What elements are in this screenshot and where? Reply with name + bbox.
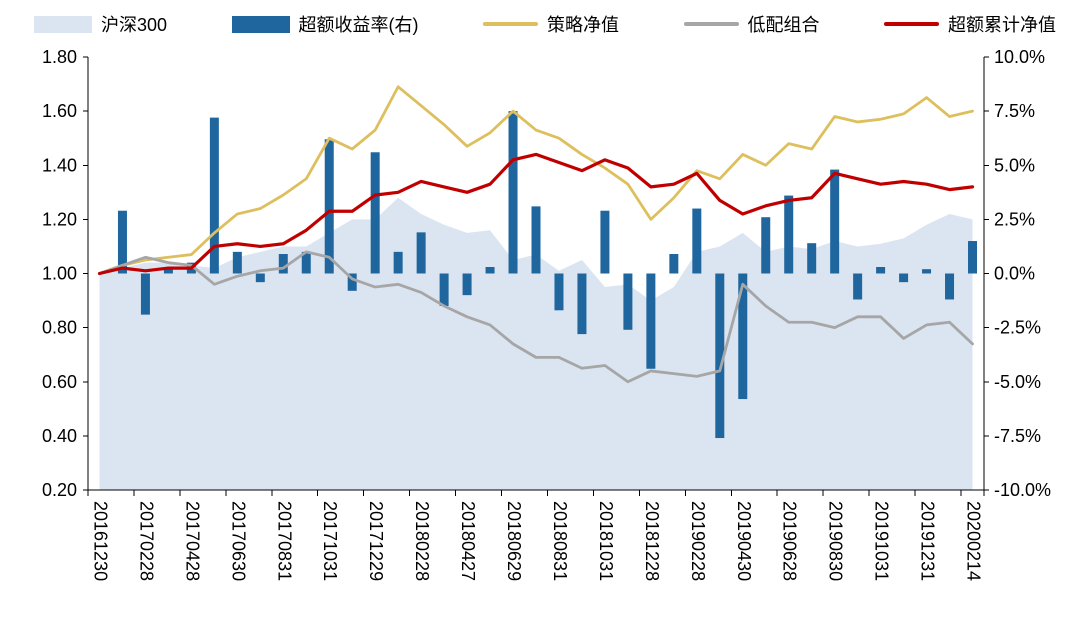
x-axis-tick-label: 20170831 xyxy=(274,501,294,581)
bar xyxy=(301,251,311,274)
x-axis-tick-label: 20180228 xyxy=(412,501,432,581)
bar xyxy=(163,267,173,274)
right-axis-tick-label: -2.5% xyxy=(994,318,1041,338)
bar xyxy=(117,210,127,274)
bar xyxy=(209,117,219,274)
legend-label: 策略净值 xyxy=(547,15,620,35)
bar xyxy=(600,210,610,274)
x-axis-tick-label: 20190430 xyxy=(734,501,754,581)
line-series-excess-cum-nav xyxy=(97,152,975,276)
bar xyxy=(324,139,334,274)
bar xyxy=(945,273,955,300)
bar xyxy=(853,273,863,300)
bar xyxy=(439,273,449,306)
x-axis-tick-label: 20200214 xyxy=(964,501,984,581)
left-axis-tick-label: 0.60 xyxy=(42,372,77,392)
left-axis-tick-label: 1.20 xyxy=(42,209,77,229)
bar xyxy=(623,273,633,330)
bar xyxy=(807,243,817,274)
x-axis-tick-label: 20170428 xyxy=(182,501,202,581)
left-axis-tick-label: 0.40 xyxy=(42,426,77,446)
bar xyxy=(485,267,495,274)
left-axis-tick-label: 1.60 xyxy=(42,101,77,121)
left-axis-tick-label: 1.80 xyxy=(42,47,77,67)
x-axis-tick-label: 20170228 xyxy=(136,501,156,581)
bar xyxy=(715,273,725,439)
bar xyxy=(738,273,748,400)
legend-item-strategy_nav: 策略净值 xyxy=(483,11,619,37)
x-axis-tick-label: 20181031 xyxy=(596,501,616,581)
left-axis-tick-label: 0.80 xyxy=(42,318,77,338)
bar xyxy=(370,152,380,274)
chart-legend: 沪深300 超额收益率(右) 策略净值 低配组合 超额累计净值 xyxy=(34,9,1056,39)
right-axis-tick-label: -7.5% xyxy=(994,426,1041,446)
bar xyxy=(784,195,794,274)
bar xyxy=(968,241,978,274)
legend-item-hs300: 沪深300 xyxy=(34,11,167,37)
x-axis-tick-label: 20181228 xyxy=(642,501,662,581)
right-axis-tick-label: 10.0% xyxy=(994,47,1045,67)
legend-item-excess_cum_nav: 超额累计净值 xyxy=(883,11,1056,37)
legend-swatch-bar xyxy=(231,15,290,33)
bar xyxy=(278,254,288,274)
bar xyxy=(416,232,426,274)
legend-swatch-line xyxy=(483,22,539,26)
right-axis-tick-label: 2.5% xyxy=(994,209,1035,229)
x-axis-tick-label: 20191231 xyxy=(918,501,938,581)
x-axis-tick-label: 20180427 xyxy=(458,501,478,581)
x-axis-tick-label: 20171229 xyxy=(366,501,386,581)
right-axis-tick-label: 0.0% xyxy=(994,264,1035,284)
right-axis-tick-label: -5.0% xyxy=(994,372,1041,392)
legend-label: 超额收益率(右) xyxy=(298,15,419,35)
x-axis-tick-label: 20161230 xyxy=(90,501,110,581)
legend-swatch-line xyxy=(883,22,939,26)
right-axis-tick-label: 5.0% xyxy=(994,155,1035,175)
bar xyxy=(577,273,587,335)
x-axis-tick-label: 20191031 xyxy=(872,501,892,581)
bar-series-excess-return xyxy=(117,111,978,439)
bar xyxy=(462,273,472,296)
x-axis-tick-label: 20170630 xyxy=(228,501,248,581)
legend-label: 沪深300 xyxy=(101,15,168,35)
legend-swatch-area xyxy=(34,15,92,33)
bar xyxy=(876,267,886,274)
legend-swatch-line xyxy=(683,22,739,26)
bar xyxy=(646,273,656,369)
legend-label: 低配组合 xyxy=(747,15,820,35)
left-axis-tick-label: 0.20 xyxy=(42,480,77,500)
bar xyxy=(830,169,840,274)
x-axis-tick-label: 20190830 xyxy=(826,501,846,581)
x-axis-tick-label: 20190628 xyxy=(780,501,800,581)
legend-label: 超额累计净值 xyxy=(947,15,1056,35)
bar xyxy=(508,111,518,274)
bar xyxy=(140,273,150,315)
x-axis-tick-label: 20180629 xyxy=(504,501,524,581)
bar xyxy=(531,206,541,274)
bar xyxy=(899,273,909,283)
legend-item-underweight_portfolio: 低配组合 xyxy=(683,11,820,37)
bar xyxy=(922,269,932,274)
bar xyxy=(255,273,265,283)
legend-item-excess_return: 超额收益率(右) xyxy=(231,11,419,37)
axes xyxy=(83,56,989,496)
right-axis-tick-label: 7.5% xyxy=(994,101,1035,121)
bar xyxy=(692,208,702,274)
bar xyxy=(761,217,771,274)
line-series-underweight-portfolio xyxy=(98,250,974,384)
x-axis-tick-label: 20171031 xyxy=(320,501,340,581)
line-series-strategy-nav xyxy=(98,85,974,275)
bar xyxy=(393,251,403,274)
bar xyxy=(347,273,357,291)
x-axis-tick-label: 20180831 xyxy=(550,501,570,581)
bar xyxy=(554,273,564,311)
x-axis-tick-label: 20190228 xyxy=(688,501,708,581)
area-series-hs300 xyxy=(99,197,973,490)
left-axis-tick-label: 1.40 xyxy=(42,155,77,175)
right-axis-tick-label: -10.0% xyxy=(994,480,1051,500)
left-axis-tick-label: 1.00 xyxy=(42,264,77,284)
bar xyxy=(232,251,242,274)
bar xyxy=(669,254,679,274)
